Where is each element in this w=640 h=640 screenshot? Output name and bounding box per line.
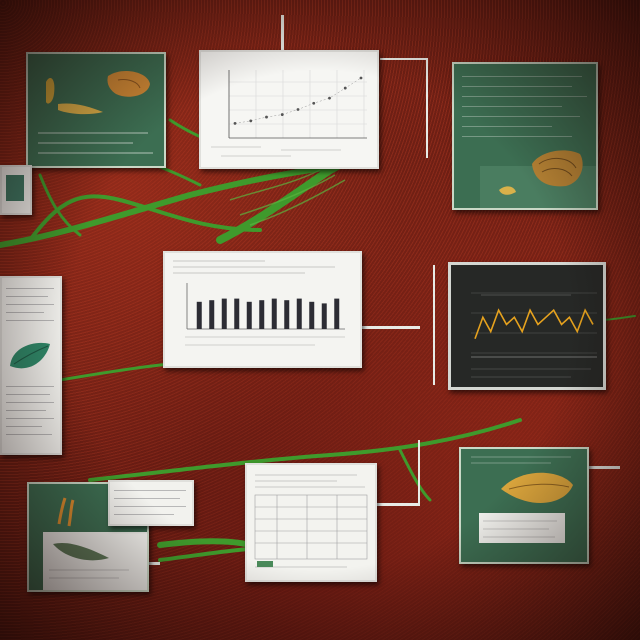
bar: [221, 298, 227, 329]
scatter-point: [312, 101, 316, 105]
panel-top-left: [26, 52, 166, 168]
bar: [321, 303, 327, 329]
chart-panel-mid-center: [163, 251, 362, 368]
scatter-point: [296, 108, 300, 111]
connector-top-right: [380, 58, 428, 60]
scatter-point: [265, 115, 268, 119]
leaf-illustration: [10, 342, 50, 369]
line-chart: [451, 265, 603, 387]
connector-mid-center: [358, 326, 420, 329]
panel-small-left: [0, 165, 32, 215]
bar: [259, 300, 265, 329]
bar: [296, 298, 302, 329]
panel-top-right: [452, 62, 598, 210]
scatter-point: [280, 113, 284, 116]
chart-panel-top-center: [199, 50, 379, 169]
bar: [246, 301, 252, 329]
bar: [234, 298, 240, 329]
scatter-chart: [201, 52, 377, 167]
connector-bottom-center: [375, 503, 420, 506]
bar: [309, 301, 315, 329]
scatter-point: [233, 121, 237, 125]
bar: [196, 301, 202, 329]
document-table: [247, 465, 375, 580]
chart-panel-mid-right: [448, 262, 606, 390]
connector-top-right-vertical: [426, 58, 428, 158]
bar: [209, 300, 215, 329]
connector-bottom-center-vertical: [418, 440, 420, 506]
panel-bottom-right: [459, 447, 589, 564]
scatter-point: [343, 86, 347, 90]
connector-top: [281, 15, 284, 50]
connector-mid-right-vertical: [433, 265, 435, 385]
scatter-point: [359, 76, 363, 80]
connector-bottom-right: [585, 466, 620, 469]
bar: [334, 298, 340, 329]
bar: [271, 298, 277, 329]
bar-chart: [165, 253, 360, 366]
panel-mid-left: [0, 276, 62, 455]
seed-illustration: [471, 456, 573, 543]
scatter-point: [249, 119, 253, 123]
panel-bottom-center: [245, 463, 377, 582]
scatter-point: [328, 96, 331, 100]
bar: [284, 300, 290, 329]
specimen-illustration: [46, 70, 150, 115]
panel-bottom-left-note: [108, 480, 194, 526]
